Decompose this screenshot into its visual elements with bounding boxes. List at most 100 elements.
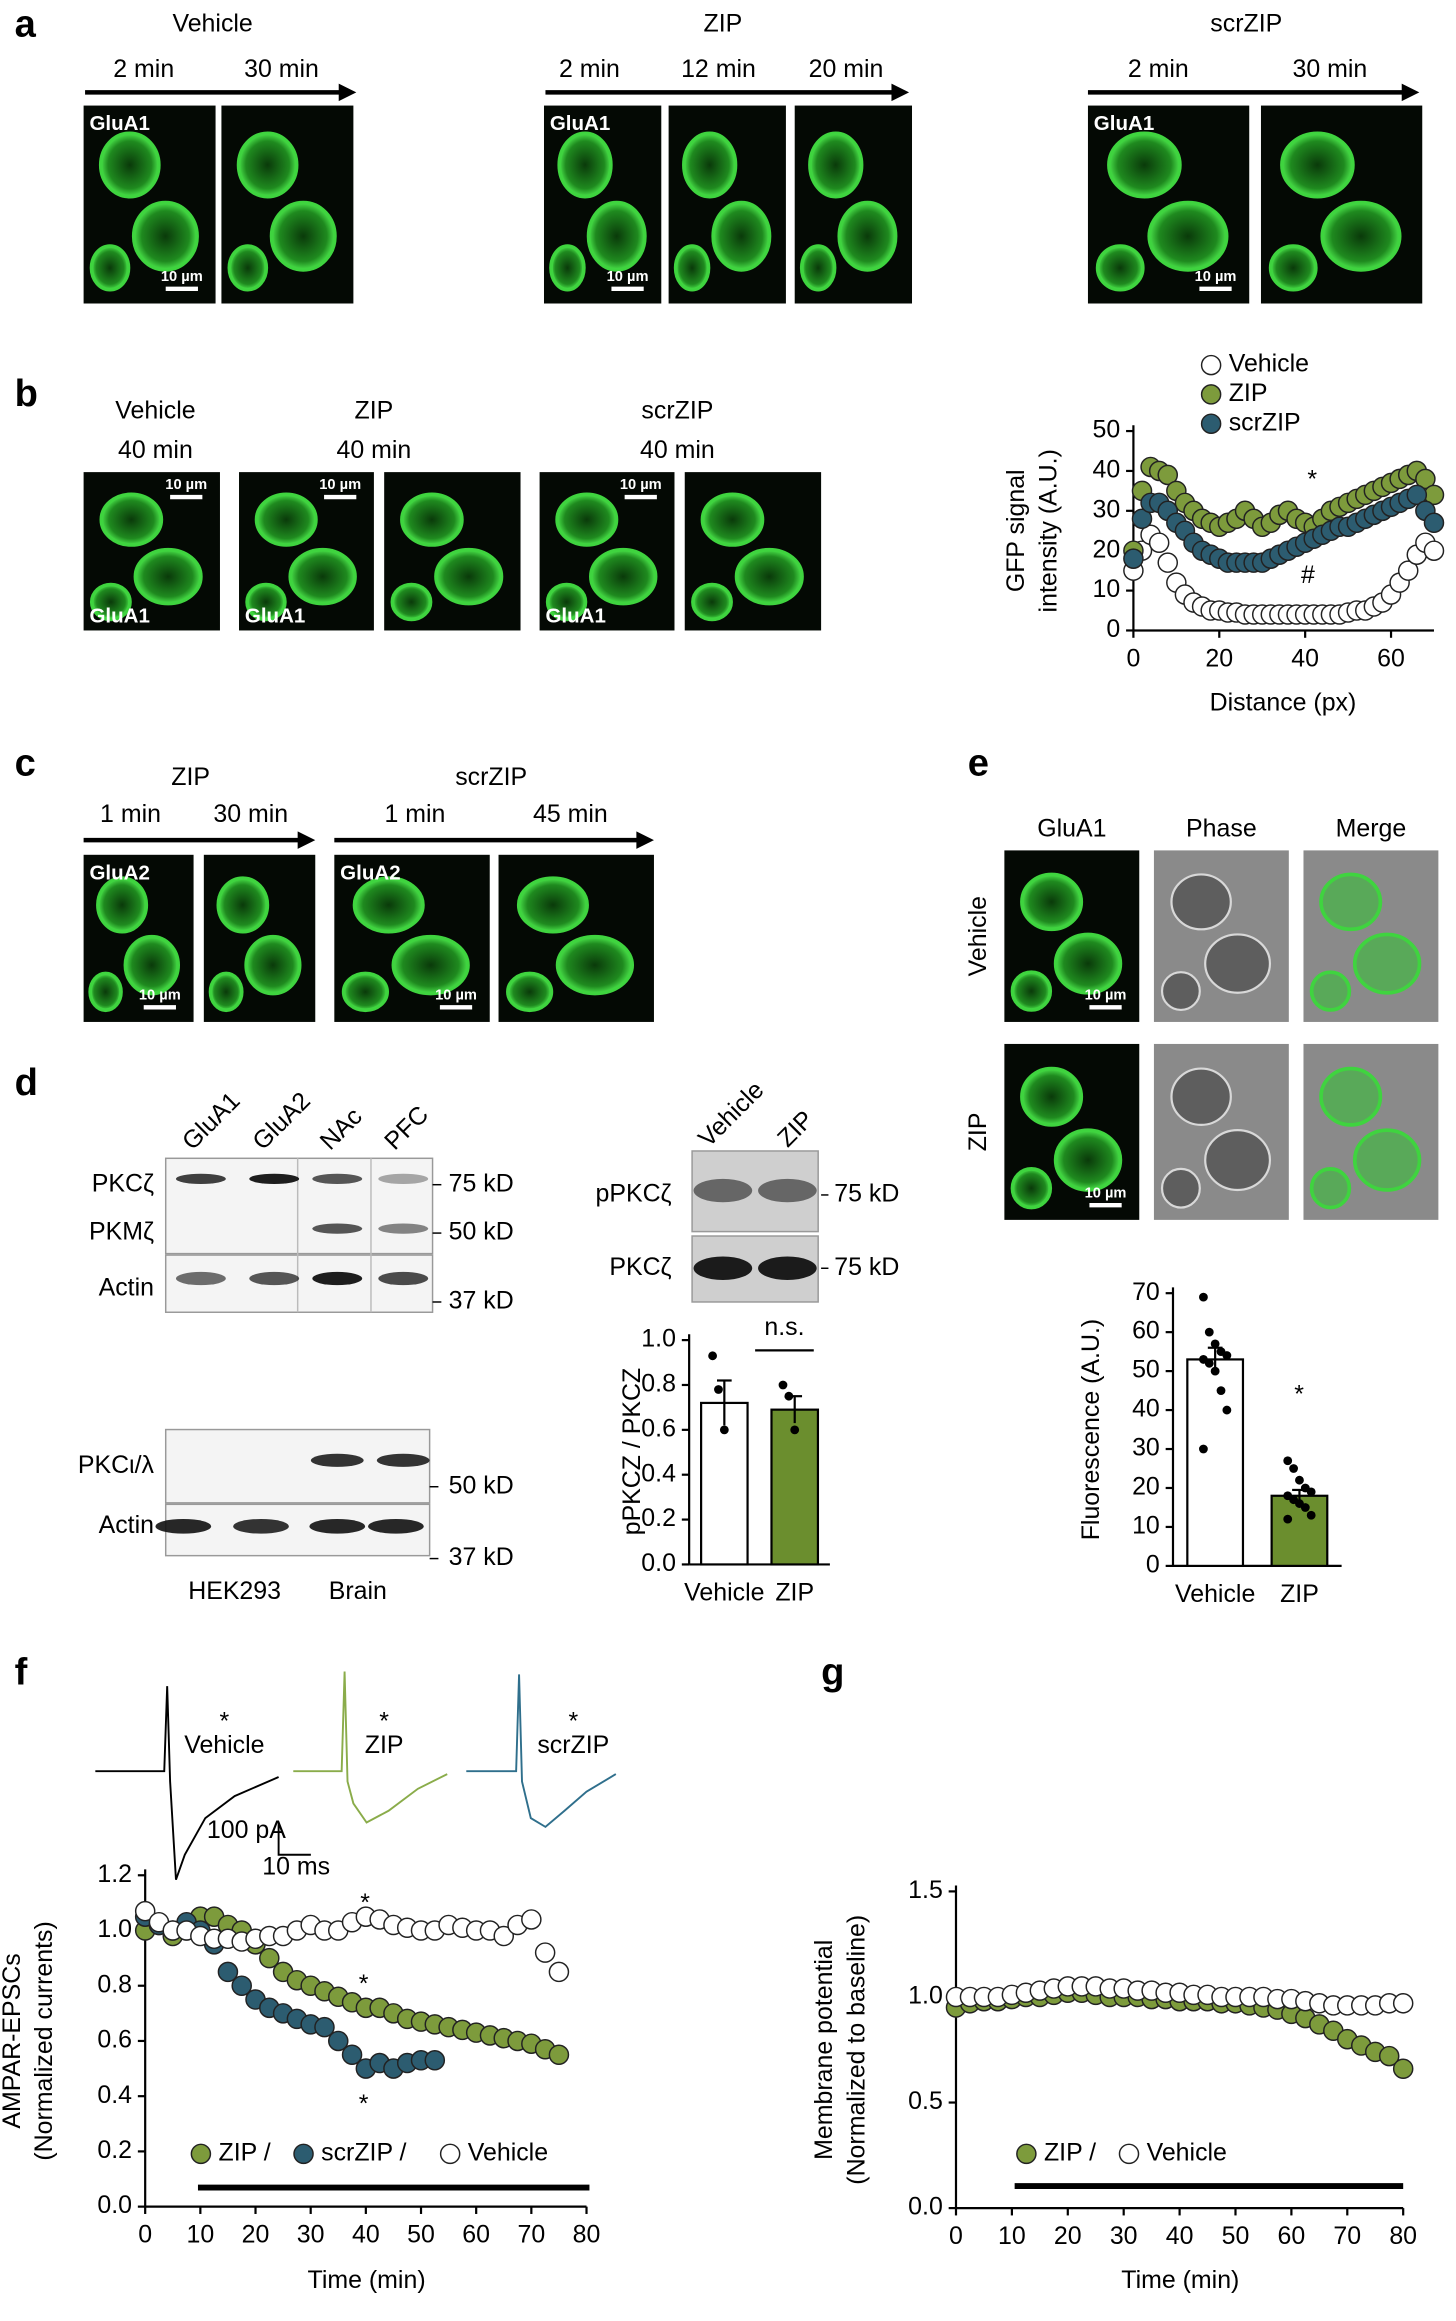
bar <box>1270 1494 1329 1568</box>
panel-label: b <box>15 372 38 415</box>
blot-band <box>310 1453 364 1467</box>
scale-bar-label: 10 µm <box>607 269 649 285</box>
data-point <box>1406 484 1428 506</box>
column-label: Merge <box>1336 814 1407 842</box>
annotation: # <box>1301 561 1315 589</box>
blot-band <box>249 1271 300 1286</box>
y-tick-label: 70 <box>1132 1278 1160 1306</box>
group-title: Vehicle <box>172 10 252 38</box>
data-point <box>1392 2058 1414 2080</box>
y-tick-label: 0.0 <box>641 1549 676 1577</box>
time-label: 30 min <box>213 800 288 828</box>
stain-label: GluA1 <box>550 112 610 135</box>
y-tick-label: 10 <box>1132 1512 1160 1540</box>
cell <box>1352 1128 1422 1192</box>
y-tick-label: 50 <box>1092 416 1120 444</box>
group-label: Brain <box>329 1577 387 1605</box>
bar <box>1186 1358 1245 1568</box>
marker-label: 75 kD <box>834 1180 899 1208</box>
lane-label: GluA1 <box>177 1087 246 1156</box>
cell <box>837 200 898 272</box>
cell <box>1319 872 1383 932</box>
cell <box>236 131 299 199</box>
cell <box>673 244 711 292</box>
blot-band <box>312 1223 363 1234</box>
time-label: 2 min <box>1128 55 1189 83</box>
x-tick-label: 30 <box>297 2221 325 2249</box>
cell <box>227 244 269 292</box>
data-point <box>1289 1464 1298 1473</box>
cell <box>123 934 181 996</box>
legend-marker <box>190 2143 212 2165</box>
cell <box>1204 1129 1272 1192</box>
y-tick-label: 0 <box>1106 615 1120 643</box>
y-tick-label: 30 <box>1092 495 1120 523</box>
y-tick-label: 40 <box>1132 1395 1160 1423</box>
marker-label: 75 kD <box>449 1169 514 1197</box>
marker-label: 50 kD <box>449 1471 514 1499</box>
data-point <box>719 1425 729 1435</box>
x-tick-label: 80 <box>573 2221 601 2249</box>
scale-bar-label: 10 µm <box>435 987 477 1003</box>
legend-label: ZIP / <box>218 2138 270 2166</box>
data-point <box>1131 508 1153 530</box>
cell <box>516 876 589 934</box>
data-point <box>1210 1366 1220 1376</box>
legend-marker <box>439 2143 461 2165</box>
legend-label: Vehicle <box>468 2138 548 2166</box>
cell <box>1053 932 1123 995</box>
data-point <box>493 1925 515 1947</box>
row-label: PKCι/λ <box>78 1451 155 1479</box>
blot-band <box>175 1271 226 1286</box>
data-point <box>1216 1386 1226 1395</box>
row-label: Vehicle <box>964 896 992 976</box>
cell <box>254 492 318 547</box>
time-label: 20 min <box>809 55 884 83</box>
y-tick-label: 0.8 <box>97 1970 132 1998</box>
trace <box>293 1671 448 1824</box>
cell <box>244 934 302 996</box>
data-point <box>1300 1503 1310 1512</box>
y-tick-label: 0.6 <box>97 2026 132 2054</box>
time-label: 2 min <box>113 55 174 83</box>
cell <box>1020 872 1084 932</box>
x-tick-label: 10 <box>998 2222 1026 2250</box>
cell <box>691 582 733 622</box>
arrow-head <box>1401 83 1420 102</box>
blot-band <box>378 1173 429 1184</box>
cell <box>1204 933 1272 994</box>
data-point <box>1283 1456 1293 1466</box>
y-tick-label: 1.5 <box>908 1876 943 1904</box>
data-point <box>778 1380 788 1390</box>
scale-bar-label: 10 µm <box>1085 987 1127 1003</box>
data-point <box>1306 1487 1316 1497</box>
x-tick-label: 40 <box>1166 2222 1194 2250</box>
x-tick-label: ZIP <box>775 1578 814 1606</box>
y-tick-label: 1.2 <box>97 1860 132 1888</box>
y-tick-label: 1.0 <box>908 1982 943 2010</box>
trace-name: Vehicle <box>184 1731 264 1759</box>
panel-label: c <box>15 741 36 784</box>
cell <box>1010 970 1053 1012</box>
blot-band <box>249 1173 300 1184</box>
blot-band <box>378 1223 429 1234</box>
legend-label: ZIP / <box>1044 2138 1096 2166</box>
data-point <box>1306 1510 1316 1520</box>
cell <box>1160 971 1201 1012</box>
x-tick-label: 40 <box>1291 644 1319 672</box>
data-point <box>1210 1339 1220 1349</box>
y-axis-label: pPKCZ / PKCZ <box>618 1368 646 1535</box>
group-title: scrZIP <box>641 397 713 425</box>
time-label: 30 min <box>244 55 319 83</box>
time-label: 2 min <box>559 55 620 83</box>
time-label: 30 min <box>1292 55 1367 83</box>
scale-bar-label: 10 µm <box>1195 269 1237 285</box>
x-tick-label: 60 <box>1377 644 1405 672</box>
data-point <box>1148 532 1170 553</box>
data-point <box>134 1900 156 1922</box>
marker-label: 37 kD <box>449 1287 514 1315</box>
data-point <box>1415 468 1436 490</box>
arrow-head <box>636 831 654 849</box>
data-point <box>424 2050 446 2071</box>
y-tick-label: 30 <box>1132 1434 1160 1462</box>
